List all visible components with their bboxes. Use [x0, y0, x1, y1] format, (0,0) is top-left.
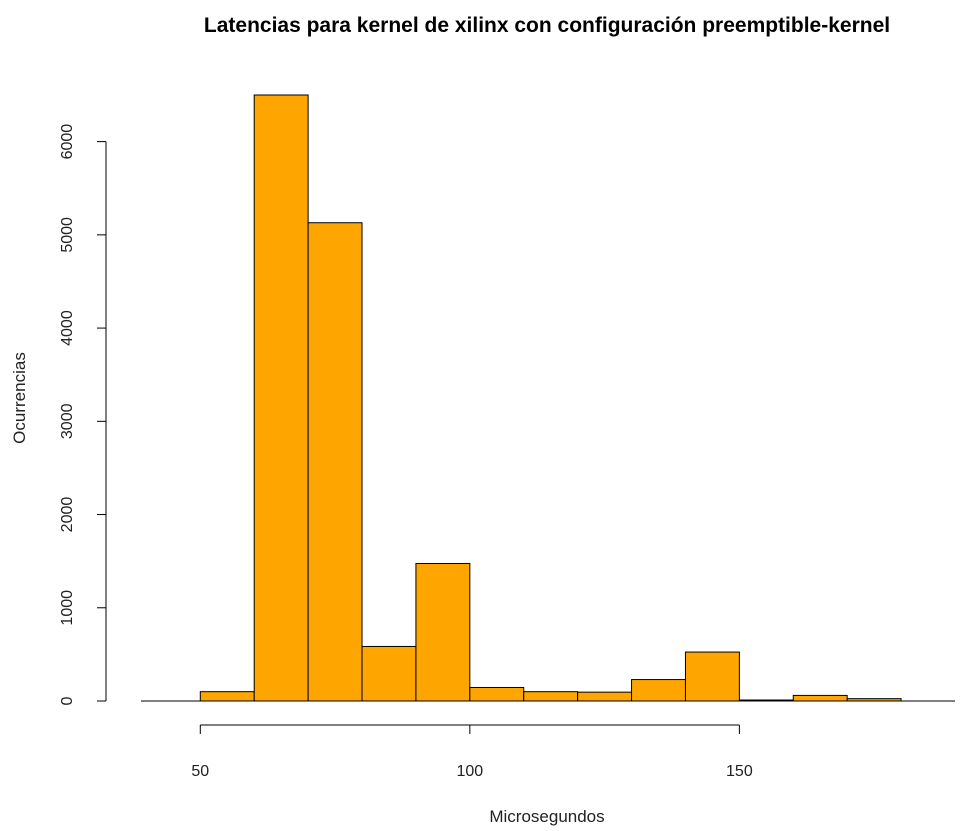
histogram-bar-60-70	[253, 94, 309, 702]
y-tick-label: 3000	[59, 403, 76, 439]
y-tick-label: 4000	[59, 310, 76, 346]
histogram-bar-110-120	[523, 691, 579, 702]
y-axis-label: Ocurrencias	[10, 352, 29, 444]
histogram-bar-100-110	[469, 686, 525, 702]
y-axis: 0 1000 2000 3000 4000 5000 6000	[59, 124, 107, 705]
y-tick-label: 1000	[59, 590, 76, 626]
histogram-bar-80-90	[361, 645, 417, 702]
histogram-bar-50-60	[199, 691, 255, 702]
x-tick-label: 150	[726, 763, 753, 780]
histogram-bar-70-80	[307, 222, 363, 702]
x-axis-label: Microsegundos	[489, 807, 604, 826]
histogram-bar-160-170	[792, 694, 848, 702]
histogram-bar-120-130	[577, 691, 633, 702]
x-tick-label: 100	[456, 763, 483, 780]
y-tick-label: 2000	[59, 497, 76, 533]
histogram-bar-90-100	[415, 562, 471, 702]
histogram-bar-170-180	[846, 698, 902, 702]
y-tick-label: 0	[59, 696, 76, 705]
bars-group	[141, 94, 955, 702]
histogram-bar-130-140	[631, 679, 686, 702]
y-tick-label: 6000	[59, 124, 76, 160]
y-tick-label: 5000	[59, 217, 76, 253]
x-axis: 50 100 150	[191, 724, 753, 780]
chart-title: Latencias para kernel de xilinx con conf…	[204, 14, 890, 37]
histogram-bar-150-160	[738, 699, 794, 702]
histogram-bar-140-150	[684, 651, 740, 702]
x-tick-label: 50	[191, 763, 209, 780]
